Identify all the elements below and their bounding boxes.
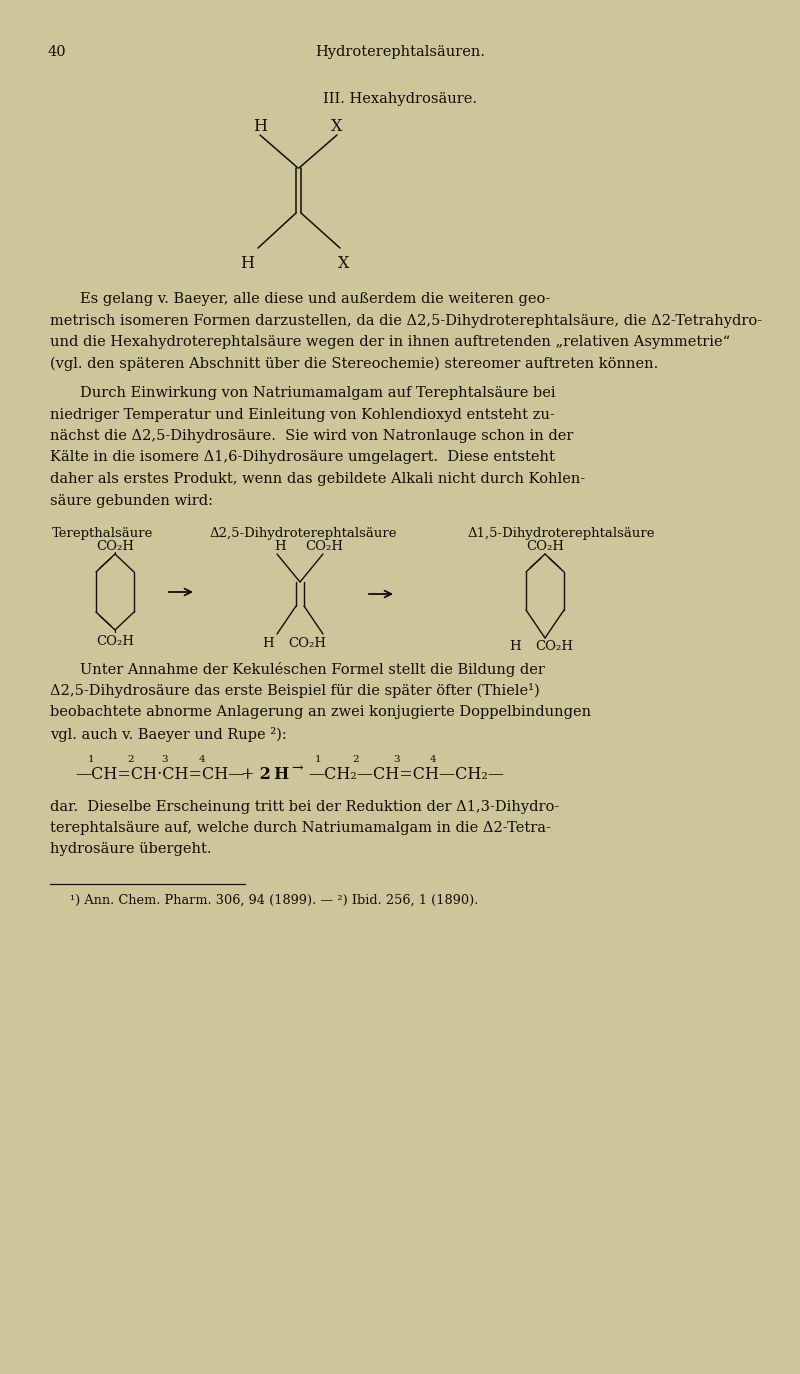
Text: 3: 3 [393, 754, 400, 764]
Text: säure gebunden wird:: säure gebunden wird: [50, 493, 213, 507]
Text: —CH₂—CH=CH—CH₂—: —CH₂—CH=CH—CH₂— [308, 765, 504, 783]
Text: 2: 2 [127, 754, 134, 764]
Text: terephtalsäure auf, welche durch Natriumamalgam in die Δ2-Tetra-: terephtalsäure auf, welche durch Natrium… [50, 822, 551, 835]
Text: →: → [291, 761, 302, 775]
Text: CO₂H: CO₂H [96, 540, 134, 552]
Text: —CH=CH·CH=CH—: —CH=CH·CH=CH— [75, 765, 244, 783]
Text: X: X [331, 118, 342, 135]
Text: niedriger Temperatur und Einleitung von Kohlendioxyd entsteht zu-: niedriger Temperatur und Einleitung von … [50, 408, 554, 422]
Text: Kälte in die isomere Δ1,6-Dihydrosäure umgelagert.  Diese entsteht: Kälte in die isomere Δ1,6-Dihydrosäure u… [50, 451, 555, 464]
Text: 1: 1 [88, 754, 94, 764]
Text: metrisch isomeren Formen darzustellen, da die Δ2,5-Dihydroterephtalsäure, die Δ2: metrisch isomeren Formen darzustellen, d… [50, 313, 762, 327]
Text: 4: 4 [430, 754, 437, 764]
Text: CO₂H: CO₂H [305, 540, 343, 552]
Text: (vgl. den späteren Abschnitt über die Stereochemie) stereomer auftreten können.: (vgl. den späteren Abschnitt über die St… [50, 356, 658, 371]
Text: CO₂H: CO₂H [288, 638, 326, 650]
Text: 2: 2 [352, 754, 358, 764]
Text: nächst die Δ2,5-Dihydrosäure.  Sie wird von Natronlauge schon in der: nächst die Δ2,5-Dihydrosäure. Sie wird v… [50, 429, 574, 442]
Text: H: H [240, 256, 254, 272]
Text: dar.  Dieselbe Erscheinung tritt bei der Reduktion der Δ1,3-Dihydro-: dar. Dieselbe Erscheinung tritt bei der … [50, 800, 559, 813]
Text: Unter Annahme der Kekuléschen Formel stellt die Bildung der: Unter Annahme der Kekuléschen Formel ste… [80, 662, 545, 677]
Text: Durch Einwirkung von Natriumamalgam auf Terephtalsäure bei: Durch Einwirkung von Natriumamalgam auf … [80, 386, 556, 400]
Text: CO₂H: CO₂H [96, 635, 134, 649]
Text: Terepthalsäure: Terepthalsäure [52, 528, 154, 540]
Text: Es gelang v. Baeyer, alle diese und außerdem die weiteren geo-: Es gelang v. Baeyer, alle diese und auße… [80, 293, 550, 306]
Text: hydrosäure übergeht.: hydrosäure übergeht. [50, 842, 211, 856]
Text: 3: 3 [161, 754, 168, 764]
Text: H: H [274, 540, 286, 552]
Text: daher als erstes Produkt, wenn das gebildete Alkali nicht durch Kohlen-: daher als erstes Produkt, wenn das gebil… [50, 473, 586, 486]
Text: vgl. auch v. Baeyer und Rupe ²):: vgl. auch v. Baeyer und Rupe ²): [50, 727, 286, 742]
Text: Δ1,5-Dihydroterephtalsäure: Δ1,5-Dihydroterephtalsäure [467, 528, 654, 540]
Text: H: H [253, 118, 267, 135]
Text: Δ2,5-Dihydrosäure das erste Beispiel für die später öfter (Thiele¹): Δ2,5-Dihydrosäure das erste Beispiel für… [50, 683, 540, 698]
Text: ¹) Ann. Chem. Pharm. 306, 94 (1899). — ²) Ibid. 256, 1 (1890).: ¹) Ann. Chem. Pharm. 306, 94 (1899). — ²… [70, 894, 478, 907]
Text: Δ2,5-Dihydroterephtalsäure: Δ2,5-Dihydroterephtalsäure [210, 528, 398, 540]
Text: und die Hexahydroterephtalsäure wegen der in ihnen auftretenden „relativen Asymm: und die Hexahydroterephtalsäure wegen de… [50, 335, 730, 349]
Text: H: H [509, 640, 521, 653]
Text: 40: 40 [48, 45, 66, 59]
Text: H: H [262, 638, 274, 650]
Text: 2 H: 2 H [254, 765, 290, 783]
Text: +: + [240, 765, 254, 783]
Text: beobachtete abnorme Anlagerung an zwei konjugierte Doppelbindungen: beobachtete abnorme Anlagerung an zwei k… [50, 705, 591, 719]
Text: X: X [338, 256, 350, 272]
Text: CO₂H: CO₂H [526, 540, 564, 552]
Text: CO₂H: CO₂H [535, 640, 573, 653]
Text: Hydroterephtalsäuren.: Hydroterephtalsäuren. [315, 45, 485, 59]
Text: 4: 4 [199, 754, 206, 764]
Text: 1: 1 [315, 754, 322, 764]
Text: III. Hexahydrosäure.: III. Hexahydrosäure. [323, 92, 477, 106]
